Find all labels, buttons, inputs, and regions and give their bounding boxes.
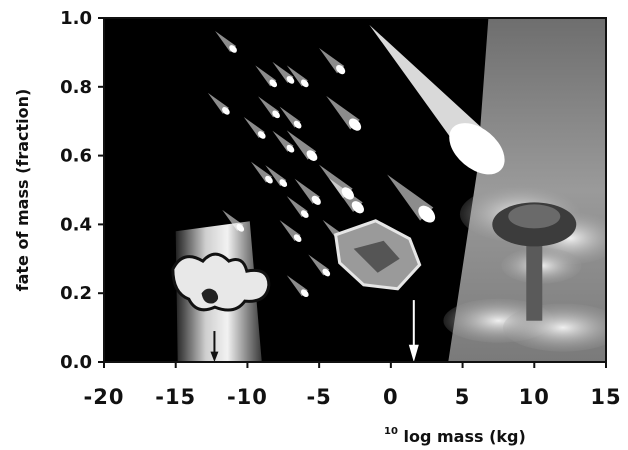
y-tick-label: 1.0 bbox=[60, 8, 92, 29]
x-axis-label-group: 10 log mass (kg) bbox=[384, 419, 526, 446]
x-tick-label: 0 bbox=[383, 385, 399, 409]
plot-frame bbox=[103, 17, 607, 363]
x-tick-label: -15 bbox=[155, 385, 196, 409]
fireball-tail bbox=[369, 24, 485, 155]
meteor-head bbox=[279, 179, 288, 187]
meteor-head bbox=[348, 118, 362, 131]
x-axis: -20 -15 -10 -5 0 5 10 15 bbox=[84, 362, 621, 409]
y-tick-label: 0.2 bbox=[60, 283, 92, 304]
meteor-illustrations bbox=[207, 24, 505, 298]
meteor-head bbox=[322, 268, 331, 277]
meteor-head bbox=[300, 289, 309, 298]
meteor-head bbox=[286, 76, 295, 84]
explosion-stem bbox=[526, 224, 543, 321]
explosion-cap-highlight bbox=[508, 204, 561, 229]
x-tick-label: 15 bbox=[590, 385, 621, 409]
meteor-head bbox=[306, 150, 318, 161]
meteor-head bbox=[265, 175, 273, 184]
x-tick-label: 5 bbox=[455, 385, 471, 409]
meteor-head bbox=[293, 234, 302, 242]
meteor-head bbox=[300, 79, 309, 88]
y-tick-label: 0.8 bbox=[60, 77, 92, 98]
y-tick-label: 0.4 bbox=[60, 214, 92, 235]
x-axis-label-superscript: 10 bbox=[384, 426, 398, 437]
meteor-head bbox=[222, 107, 230, 115]
y-axis: 0.0 0.2 0.4 0.6 0.8 1.0 bbox=[60, 8, 104, 373]
dust-settle-arrowhead bbox=[210, 351, 219, 362]
x-axis-label: log mass (kg) bbox=[404, 427, 526, 446]
meteor-head bbox=[272, 110, 280, 119]
plot-area bbox=[104, 18, 606, 362]
meteor-head bbox=[300, 210, 309, 218]
meteorite-rock-illustration bbox=[333, 219, 422, 362]
meteor-head bbox=[269, 79, 278, 88]
dust-particle-illustration bbox=[171, 252, 271, 362]
meteor-head bbox=[293, 120, 302, 129]
cloud bbox=[502, 303, 606, 352]
meteor-head bbox=[418, 205, 436, 223]
y-axis-label: fate of mass (fraction) bbox=[13, 89, 32, 292]
rock-fall-arrowhead bbox=[408, 344, 419, 362]
meteor-head bbox=[257, 131, 266, 139]
y-tick-label: 0.0 bbox=[60, 352, 92, 373]
meteor-head bbox=[286, 144, 295, 153]
dust-particle-shape bbox=[171, 252, 271, 312]
meteor-head bbox=[311, 195, 321, 205]
x-tick-label: 10 bbox=[519, 385, 550, 409]
meteor-head bbox=[229, 45, 237, 53]
meteor-head bbox=[236, 224, 245, 232]
x-tick-label: -5 bbox=[306, 385, 331, 409]
dust-particle-shadow bbox=[201, 288, 219, 304]
rock-facet bbox=[353, 240, 400, 273]
x-tick-label: -10 bbox=[227, 385, 268, 409]
meteor-head bbox=[336, 65, 346, 75]
y-tick-label: 0.6 bbox=[60, 146, 92, 167]
fireball-head bbox=[449, 123, 505, 175]
x-tick-label: -20 bbox=[84, 385, 125, 409]
explosion-illustration bbox=[492, 202, 577, 321]
meteor-head bbox=[351, 201, 364, 214]
